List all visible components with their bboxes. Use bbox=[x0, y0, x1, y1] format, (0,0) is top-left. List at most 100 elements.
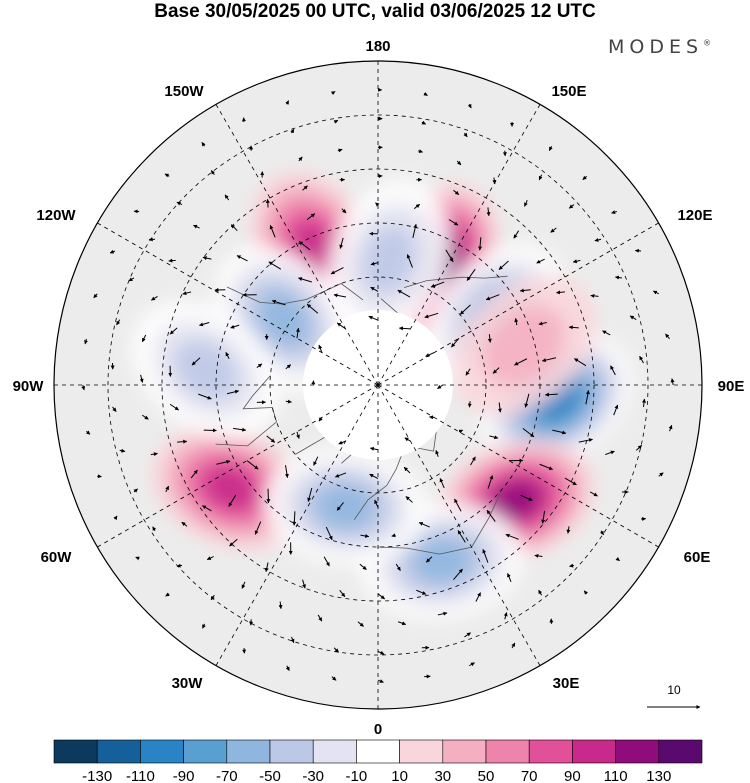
wind-vector bbox=[284, 465, 289, 479]
wind-vector bbox=[241, 581, 246, 589]
wind-vector bbox=[169, 403, 179, 411]
wind-vector bbox=[165, 485, 170, 493]
wind-vector bbox=[119, 448, 126, 453]
wind-vector bbox=[116, 319, 121, 326]
wind-vector bbox=[210, 594, 215, 601]
wind-vector bbox=[589, 491, 598, 497]
colorbar-segment bbox=[183, 739, 228, 764]
anomaly-hudson-low bbox=[132, 301, 280, 439]
meridian-150 bbox=[377, 104, 541, 386]
wind-vector bbox=[323, 556, 330, 567]
brand-text: MODES bbox=[608, 36, 704, 58]
wind-vector bbox=[658, 472, 664, 477]
wind-vector bbox=[336, 322, 346, 330]
wind-vector bbox=[334, 472, 347, 478]
reference-vector-value: 10 bbox=[667, 683, 681, 697]
wind-vector bbox=[265, 198, 270, 208]
wind-vector bbox=[467, 103, 472, 109]
colorbar-tick-label: -90 bbox=[173, 768, 195, 783]
wind-vector bbox=[318, 344, 323, 353]
wind-vector bbox=[457, 530, 466, 543]
wind-vector bbox=[271, 299, 286, 306]
wind-vector bbox=[285, 100, 290, 105]
lon-label-120e: 120E bbox=[677, 207, 712, 224]
wind-vector bbox=[302, 185, 308, 191]
wind-vector bbox=[418, 522, 430, 528]
wind-vector bbox=[536, 258, 545, 264]
map-disk bbox=[54, 61, 702, 709]
lon-label-0: 0 bbox=[374, 721, 382, 738]
wind-vector bbox=[498, 260, 509, 270]
wind-vector bbox=[613, 404, 619, 416]
wind-vector bbox=[357, 621, 364, 627]
wind-vector bbox=[478, 237, 483, 251]
wind-vector bbox=[336, 502, 344, 511]
meridian-60 bbox=[377, 384, 659, 548]
wind-vector bbox=[331, 91, 336, 96]
coastline-0 bbox=[226, 283, 364, 305]
wind-vector bbox=[513, 230, 520, 239]
wind-vector bbox=[292, 511, 297, 526]
wind-vector bbox=[198, 393, 212, 400]
colorbar-tick-label: 50 bbox=[478, 768, 495, 783]
wind-vector bbox=[670, 378, 675, 386]
wind-vector bbox=[556, 290, 565, 295]
wind-vector bbox=[224, 194, 230, 201]
wind-vector bbox=[338, 440, 346, 445]
meridian--120 bbox=[97, 222, 379, 386]
wind-vector bbox=[538, 321, 547, 326]
wind-vector bbox=[360, 534, 370, 538]
wind-vector bbox=[430, 281, 445, 288]
wind-vector bbox=[413, 203, 420, 210]
wind-vector bbox=[141, 334, 147, 343]
wind-vector bbox=[652, 290, 659, 295]
wind-vector bbox=[113, 515, 118, 521]
wind-vector bbox=[330, 267, 344, 275]
wind-vector bbox=[236, 255, 248, 262]
colorbar-segment bbox=[572, 739, 616, 764]
wind-vector bbox=[199, 322, 210, 327]
wind-vector bbox=[201, 142, 206, 147]
wind-vector bbox=[128, 277, 135, 282]
wind-vector bbox=[404, 437, 411, 442]
lon-label-90e: 90E bbox=[718, 378, 745, 395]
wind-vector bbox=[150, 452, 158, 457]
wind-vector bbox=[439, 478, 445, 489]
wind-vector bbox=[256, 363, 263, 368]
wind-vector bbox=[266, 435, 276, 443]
anomaly-contour-europe-low bbox=[412, 538, 472, 584]
wind-vector bbox=[487, 334, 492, 343]
meridian--60 bbox=[97, 384, 379, 548]
wind-vector bbox=[290, 636, 295, 644]
wind-vector bbox=[165, 592, 170, 597]
wind-vector bbox=[318, 417, 323, 422]
wind-vector bbox=[370, 286, 379, 292]
wind-vector bbox=[486, 207, 491, 217]
wind-vector bbox=[497, 402, 502, 413]
wind-vector bbox=[85, 430, 91, 435]
colorbar-segment bbox=[96, 739, 141, 764]
lon-label-30e: 30E bbox=[553, 675, 580, 692]
wind-vector bbox=[333, 119, 339, 124]
anomaly-contour-mongolia-high bbox=[482, 305, 566, 387]
wind-vector bbox=[406, 254, 413, 268]
wind-vector bbox=[176, 201, 183, 206]
wind-vector bbox=[470, 456, 476, 466]
colorbar-segment bbox=[356, 739, 400, 764]
colorbar-tick-label: 130 bbox=[646, 768, 671, 783]
wind-vector bbox=[151, 295, 158, 301]
wind-vector bbox=[230, 224, 238, 232]
wind-vector bbox=[397, 289, 411, 298]
wind-vector bbox=[333, 647, 339, 653]
wind-vector bbox=[202, 623, 206, 629]
wind-vector bbox=[225, 351, 230, 359]
wind-vector bbox=[534, 553, 543, 558]
wind-vector bbox=[398, 326, 411, 331]
colorbar-segment bbox=[53, 739, 98, 764]
colorbar-segment bbox=[485, 739, 530, 764]
anomaly-contour-hudson-low bbox=[173, 340, 238, 400]
wind-vector bbox=[285, 665, 290, 672]
wind-vector bbox=[578, 438, 593, 443]
modes-logo: MODES® bbox=[608, 36, 711, 58]
wind-vector bbox=[466, 268, 476, 281]
